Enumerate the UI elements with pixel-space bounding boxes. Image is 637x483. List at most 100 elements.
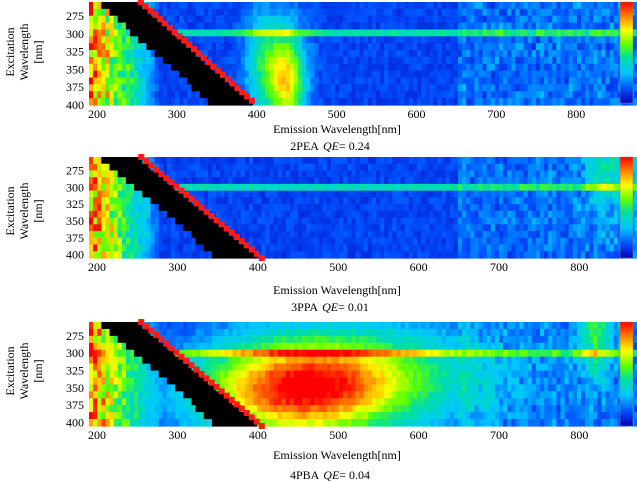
heatmap-cell xyxy=(97,231,102,239)
heatmap-cell xyxy=(248,50,254,58)
heatmap-cell xyxy=(347,335,352,344)
heatmap-cell xyxy=(244,231,250,239)
heatmap-cell xyxy=(605,170,611,178)
heatmap-cell xyxy=(568,244,574,252)
heatmap-cell xyxy=(134,15,139,24)
heatmap-cell xyxy=(593,91,598,99)
heatmap-cell xyxy=(339,251,344,259)
heatmap-cell xyxy=(371,43,377,51)
heatmap-cell xyxy=(134,190,139,198)
heatmap-cell xyxy=(101,2,106,10)
heatmap-cell xyxy=(339,84,344,92)
heatmap-cell xyxy=(257,56,262,65)
heatmap-cell xyxy=(121,170,127,178)
heatmap-cell xyxy=(503,224,508,232)
heatmap-cell xyxy=(310,217,316,225)
heatmap-cell xyxy=(298,335,303,344)
heatmap-cell xyxy=(507,63,512,72)
rayleigh-point xyxy=(183,191,190,198)
heatmap-cell xyxy=(544,163,549,172)
heatmap-cell xyxy=(220,56,225,65)
heatmap-cell xyxy=(417,177,422,185)
heatmap-cell xyxy=(187,84,193,92)
heatmap-cell xyxy=(285,91,291,99)
heatmap-cell xyxy=(437,2,443,10)
heatmap-cell xyxy=(515,210,521,219)
heatmap-cell xyxy=(609,322,615,330)
heatmap-cell xyxy=(281,251,287,259)
heatmap-cell xyxy=(289,50,295,58)
heatmap-cell xyxy=(330,183,336,192)
heatmap-cell xyxy=(540,91,545,99)
heatmap-cell xyxy=(478,163,484,172)
heatmap-cell xyxy=(125,251,131,259)
heatmap-cell xyxy=(97,183,102,192)
heatmap-cell xyxy=(277,170,283,178)
heatmap-cell xyxy=(453,98,459,106)
heatmap-cell xyxy=(162,231,168,239)
heatmap-cell xyxy=(425,204,430,212)
heatmap-cell xyxy=(253,50,258,58)
heatmap-cell xyxy=(425,15,430,24)
heatmap-cell xyxy=(548,91,553,99)
heatmap-cell xyxy=(568,183,574,192)
heatmap-cell xyxy=(138,190,143,198)
heatmap-cell xyxy=(121,197,127,205)
heatmap-cell xyxy=(248,8,254,17)
heatmap-cell xyxy=(179,157,184,165)
heatmap-cell xyxy=(380,63,385,72)
heatmap-cell xyxy=(408,183,414,192)
heatmap-cell xyxy=(138,50,143,58)
heatmap-cell xyxy=(503,22,508,31)
heatmap-cell xyxy=(335,8,340,17)
heatmap-cell xyxy=(564,163,570,172)
heatmap-cell xyxy=(125,177,131,185)
heatmap-cell xyxy=(527,322,533,330)
heatmap-cell xyxy=(576,197,582,205)
heatmap-cell xyxy=(367,98,373,106)
heatmap-cell xyxy=(318,197,324,205)
heatmap-cell xyxy=(125,8,131,17)
heatmap-cell xyxy=(335,328,340,337)
heatmap-cell xyxy=(482,84,488,92)
heatmap-cell xyxy=(490,2,496,10)
heatmap-cell xyxy=(392,29,398,37)
heatmap-cell xyxy=(253,22,258,31)
heatmap-cell xyxy=(380,231,385,239)
heatmap-cell xyxy=(351,244,357,252)
heatmap-cell xyxy=(195,98,201,106)
heatmap-cell xyxy=(199,237,205,246)
heatmap-cell xyxy=(490,98,496,106)
heatmap-cell xyxy=(162,63,168,72)
heatmap-cell xyxy=(449,204,455,212)
heatmap-cell xyxy=(265,157,270,165)
heatmap-cell xyxy=(507,84,512,92)
heatmap-cell xyxy=(322,170,328,178)
heatmap-cell xyxy=(261,70,266,79)
heatmap-cell xyxy=(322,197,328,205)
heatmap-cell xyxy=(248,328,254,337)
heatmap-cell xyxy=(511,322,516,330)
heatmap-cell xyxy=(363,70,369,79)
heatmap-cell xyxy=(400,197,406,205)
heatmap-cell xyxy=(490,197,496,205)
heatmap-cell xyxy=(343,2,348,10)
heatmap-cell xyxy=(404,84,410,92)
heatmap-cell xyxy=(437,22,443,31)
heatmap-cell xyxy=(462,210,467,219)
heatmap-cell xyxy=(224,56,229,65)
rayleigh-point xyxy=(143,158,150,165)
heatmap-cell xyxy=(527,237,533,246)
heatmap-cell xyxy=(298,50,303,58)
heatmap-cell xyxy=(593,328,598,337)
heatmap-cell xyxy=(179,204,184,212)
heatmap-cell xyxy=(482,29,488,37)
heatmap-cell xyxy=(257,70,262,79)
heatmap-cell xyxy=(380,22,385,31)
heatmap-cell xyxy=(408,170,414,178)
heatmap-cell xyxy=(343,8,348,17)
heatmap-cell xyxy=(97,177,102,185)
heatmap-cell xyxy=(417,56,422,65)
heatmap-cell xyxy=(105,210,111,219)
heatmap-cell xyxy=(507,98,512,106)
